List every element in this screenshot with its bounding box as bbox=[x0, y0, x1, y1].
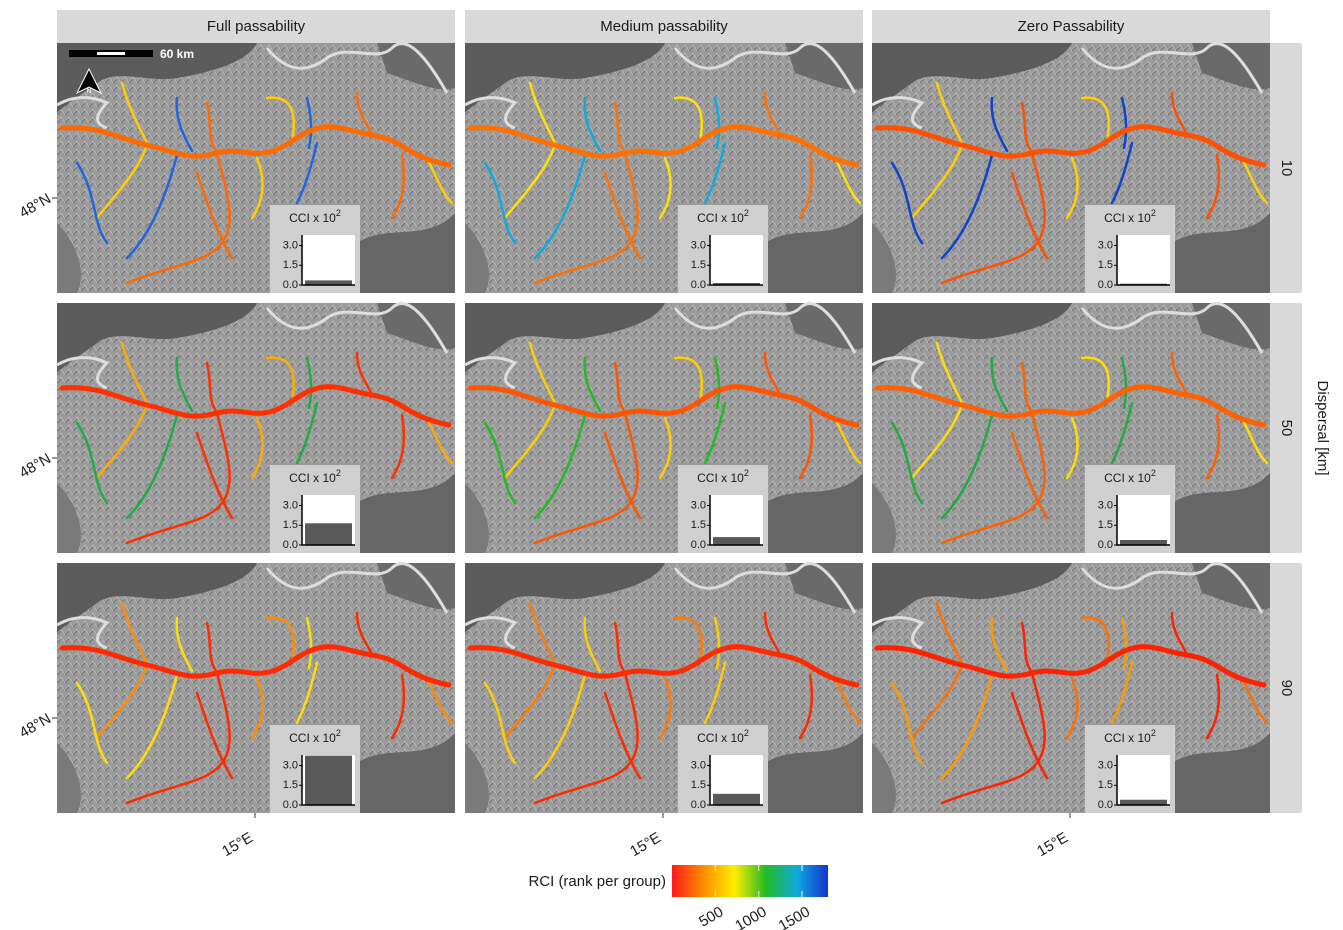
map-panel: CCI x 102 0.0 1.5 3.0 bbox=[872, 303, 1270, 553]
inset-tick-label: 0.0 bbox=[691, 539, 706, 551]
map-panel: CCI x 102 0.0 1.5 3.0 bbox=[465, 563, 863, 813]
inset-title-text: CCI x 10 bbox=[1104, 731, 1151, 745]
column-label: Full passability bbox=[207, 18, 306, 35]
colorbar bbox=[672, 865, 828, 897]
inset-title: CCI x 102 bbox=[697, 728, 749, 745]
inset-tick-label: 0.0 bbox=[283, 799, 298, 811]
inset-tick-label: 0.0 bbox=[1098, 539, 1113, 551]
inset-title-text: CCI x 10 bbox=[289, 471, 336, 485]
inset-bar bbox=[305, 523, 352, 545]
inset-tick-label: 1.5 bbox=[1098, 519, 1113, 531]
inset-title: CCI x 102 bbox=[697, 468, 749, 485]
map-panel: 60 km N CCI x 102 0.0 1.5 3.0 bbox=[57, 43, 455, 293]
inset-title-text: CCI x 10 bbox=[1104, 471, 1151, 485]
inset-title-sup: 2 bbox=[1151, 208, 1156, 218]
inset-plot bbox=[1117, 755, 1170, 805]
inset-title: CCI x 102 bbox=[1104, 208, 1156, 225]
inset-tick-label: 1.5 bbox=[283, 779, 298, 791]
x-axis-label: 15°E bbox=[219, 829, 256, 860]
inset-title-sup: 2 bbox=[744, 728, 749, 738]
inset-bar bbox=[713, 794, 760, 805]
inset-plot bbox=[302, 235, 355, 285]
inset-tick-label: 0.0 bbox=[283, 539, 298, 551]
inset-tick-label: 3.0 bbox=[691, 499, 706, 511]
inset-title-sup: 2 bbox=[1151, 728, 1156, 738]
x-axis-label: 15°E bbox=[627, 829, 664, 860]
scale-bar bbox=[97, 52, 125, 55]
map-panel: CCI x 102 0.0 1.5 3.0 bbox=[872, 43, 1270, 293]
scale-label: 60 km bbox=[160, 47, 194, 61]
y-axis-label: 48°N bbox=[16, 190, 54, 221]
inset-tick-label: 1.5 bbox=[283, 519, 298, 531]
y-axis-label: 48°N bbox=[16, 450, 54, 481]
inset-tick-label: 3.0 bbox=[1098, 499, 1113, 511]
inset-title-sup: 2 bbox=[1151, 468, 1156, 478]
inset-plot bbox=[1117, 235, 1170, 285]
legend-title: RCI (rank per group) bbox=[528, 873, 666, 890]
x-axis-label: 15°E bbox=[1034, 829, 1071, 860]
inset-title-sup: 2 bbox=[336, 468, 341, 478]
inset-tick-label: 3.0 bbox=[1098, 239, 1113, 251]
inset-title-text: CCI x 10 bbox=[697, 731, 744, 745]
inset-tick-label: 0.0 bbox=[1098, 799, 1113, 811]
inset-tick-label: 1.5 bbox=[691, 259, 706, 271]
inset-title-text: CCI x 10 bbox=[289, 211, 336, 225]
figure: Dispersal [km] RCI (rank per group) Full… bbox=[0, 0, 1343, 930]
inset-tick-label: 1.5 bbox=[283, 259, 298, 271]
inset-title-sup: 2 bbox=[744, 208, 749, 218]
column-label: Medium passability bbox=[600, 18, 728, 35]
inset-bar bbox=[305, 756, 352, 805]
inset-plot bbox=[1117, 495, 1170, 545]
inset-title: CCI x 102 bbox=[697, 208, 749, 225]
map-panel: CCI x 102 0.0 1.5 3.0 bbox=[872, 563, 1270, 813]
inset-title: CCI x 102 bbox=[1104, 468, 1156, 485]
inset-title-sup: 2 bbox=[744, 468, 749, 478]
inset-tick-label: 3.0 bbox=[283, 499, 298, 511]
inset-tick-label: 0.0 bbox=[691, 279, 706, 291]
inset-title-text: CCI x 10 bbox=[697, 211, 744, 225]
inset-title: CCI x 102 bbox=[289, 728, 341, 745]
inset-bar bbox=[1120, 800, 1167, 805]
row-label: 50 bbox=[1278, 420, 1295, 437]
inset-title-sup: 2 bbox=[336, 728, 341, 738]
inset-tick-label: 1.5 bbox=[1098, 779, 1113, 791]
colorbar-label: 1000 bbox=[732, 903, 769, 930]
map-panel: CCI x 102 0.0 1.5 3.0 bbox=[465, 303, 863, 553]
row-label: 10 bbox=[1278, 160, 1295, 177]
inset-tick-label: 1.5 bbox=[691, 779, 706, 791]
map-panel: CCI x 102 0.0 1.5 3.0 bbox=[57, 563, 455, 813]
column-label: Zero Passability bbox=[1018, 18, 1125, 35]
inset-bar bbox=[713, 537, 760, 545]
colorbar-label: 500 bbox=[696, 903, 726, 930]
inset-title-text: CCI x 10 bbox=[289, 731, 336, 745]
inset-plot bbox=[710, 235, 763, 285]
inset-tick-label: 0.0 bbox=[283, 279, 298, 291]
colorbar-label: 1500 bbox=[776, 903, 813, 930]
inset-tick-label: 0.0 bbox=[691, 799, 706, 811]
map-panel: CCI x 102 0.0 1.5 3.0 bbox=[465, 43, 863, 293]
inset-tick-label: 3.0 bbox=[283, 759, 298, 771]
inset-tick-label: 3.0 bbox=[283, 239, 298, 251]
inset-title-sup: 2 bbox=[336, 208, 341, 218]
row-label: 90 bbox=[1278, 680, 1295, 697]
y-axis-label: 48°N bbox=[16, 710, 54, 741]
inset-tick-label: 1.5 bbox=[1098, 259, 1113, 271]
north-label: N bbox=[86, 88, 91, 95]
inset-tick-label: 3.0 bbox=[691, 759, 706, 771]
inset-tick-label: 1.5 bbox=[691, 519, 706, 531]
inset-title: CCI x 102 bbox=[1104, 728, 1156, 745]
inset-tick-label: 0.0 bbox=[1098, 279, 1113, 291]
inset-tick-label: 3.0 bbox=[691, 239, 706, 251]
inset-title: CCI x 102 bbox=[289, 468, 341, 485]
inset-title-text: CCI x 10 bbox=[1104, 211, 1151, 225]
inset-title-text: CCI x 10 bbox=[697, 471, 744, 485]
inset-tick-label: 3.0 bbox=[1098, 759, 1113, 771]
inset-title: CCI x 102 bbox=[289, 208, 341, 225]
map-panel: CCI x 102 0.0 1.5 3.0 bbox=[57, 303, 455, 553]
row-title: Dispersal [km] bbox=[1314, 380, 1331, 475]
